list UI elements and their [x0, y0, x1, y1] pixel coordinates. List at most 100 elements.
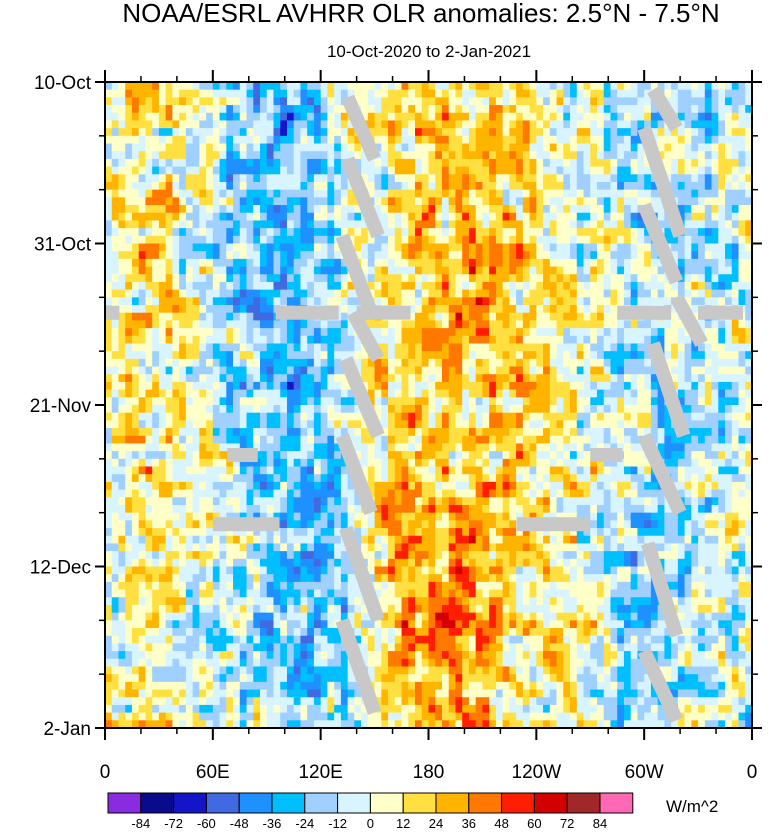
- heatmap-cell: [536, 205, 543, 213]
- heatmap-cell: [442, 305, 449, 313]
- heatmap-cell: [118, 213, 125, 221]
- heatmap-cell: [273, 351, 280, 359]
- heatmap-cell: [610, 205, 617, 213]
- heatmap-cell: [624, 274, 631, 282]
- heatmap-cell: [624, 351, 631, 359]
- heatmap-cell: [429, 190, 436, 198]
- heatmap-cell: [469, 90, 476, 98]
- heatmap-cell: [300, 120, 307, 128]
- heatmap-cell: [287, 459, 294, 467]
- heatmap-cell: [584, 474, 591, 482]
- heatmap-cell: [543, 305, 550, 313]
- heatmap-cell: [644, 97, 651, 105]
- heatmap-cell: [429, 336, 436, 344]
- heatmap-cell: [334, 451, 341, 459]
- heatmap-cell: [166, 236, 173, 244]
- heatmap-cell: [206, 420, 213, 428]
- heatmap-cell: [435, 474, 442, 482]
- heatmap-cell: [604, 213, 611, 221]
- heatmap-cell: [402, 82, 409, 90]
- heatmap-cell: [361, 105, 368, 113]
- heatmap-cell: [247, 97, 254, 105]
- heatmap-cell: [166, 305, 173, 313]
- heatmap-cell: [152, 144, 159, 152]
- heatmap-cell: [267, 428, 274, 436]
- heatmap-cell: [429, 274, 436, 282]
- heatmap-cell: [550, 367, 557, 375]
- heatmap-cell: [307, 290, 314, 298]
- heatmap-cell: [597, 213, 604, 221]
- heatmap-cell: [476, 428, 483, 436]
- heatmap-cell: [685, 459, 692, 467]
- heatmap-cell: [509, 244, 516, 252]
- heatmap-cell: [516, 220, 523, 228]
- heatmap-cell: [610, 151, 617, 159]
- heatmap-cell: [577, 267, 584, 275]
- heatmap-cell: [381, 236, 388, 244]
- heatmap-cell: [152, 213, 159, 221]
- heatmap-cell: [179, 328, 186, 336]
- heatmap-cell: [179, 213, 186, 221]
- heatmap-cell: [166, 182, 173, 190]
- heatmap-cell: [388, 343, 395, 351]
- heatmap-cell: [543, 236, 550, 244]
- heatmap-cell: [199, 436, 206, 444]
- heatmap-cell: [476, 397, 483, 405]
- heatmap-cell: [240, 259, 247, 267]
- heatmap-cell: [240, 105, 247, 113]
- heatmap-cell: [530, 251, 537, 259]
- heatmap-cell: [152, 228, 159, 236]
- heatmap-cell: [260, 144, 267, 152]
- heatmap-cell: [476, 297, 483, 305]
- heatmap-cell: [503, 205, 510, 213]
- heatmap-cell: [570, 151, 577, 159]
- heatmap-cell: [233, 151, 240, 159]
- heatmap-cell: [530, 467, 537, 475]
- heatmap-cell: [543, 82, 550, 90]
- heatmap-cell: [267, 436, 274, 444]
- heatmap-cell: [402, 328, 409, 336]
- heatmap-cell: [166, 267, 173, 275]
- heatmap-cell: [145, 105, 152, 113]
- heatmap-cell: [186, 213, 193, 221]
- heatmap-cell: [206, 351, 213, 359]
- heatmap-cell: [179, 236, 186, 244]
- heatmap-cell: [584, 97, 591, 105]
- heatmap-cell: [233, 374, 240, 382]
- heatmap-cell: [725, 428, 732, 436]
- heatmap-cell: [732, 320, 739, 328]
- heatmap-cell: [563, 274, 570, 282]
- heatmap-cell: [206, 290, 213, 298]
- heatmap-cell: [685, 105, 692, 113]
- heatmap-cell: [132, 267, 139, 275]
- heatmap-cell: [179, 297, 186, 305]
- heatmap-cell: [523, 167, 530, 175]
- heatmap-cell: [166, 420, 173, 428]
- heatmap-cell: [220, 105, 227, 113]
- heatmap-cell: [503, 459, 510, 467]
- heatmap-cell: [125, 251, 132, 259]
- heatmap-cell: [233, 205, 240, 213]
- heatmap-cell: [287, 336, 294, 344]
- heatmap-cell: [300, 128, 307, 136]
- heatmap-cell: [489, 267, 496, 275]
- heatmap-cell: [233, 82, 240, 90]
- heatmap-cell: [712, 128, 719, 136]
- heatmap-cell: [570, 144, 577, 152]
- heatmap-cell: [536, 328, 543, 336]
- heatmap-cell: [327, 336, 334, 344]
- heatmap-cell: [247, 290, 254, 298]
- heatmap-cell: [159, 174, 166, 182]
- heatmap-cell: [590, 174, 597, 182]
- heatmap-cell: [631, 136, 638, 144]
- heatmap-cell: [327, 144, 334, 152]
- heatmap-cell: [253, 120, 260, 128]
- heatmap-cell: [718, 451, 725, 459]
- heatmap-cell: [273, 97, 280, 105]
- heatmap-cell: [375, 374, 382, 382]
- heatmap-cell: [705, 405, 712, 413]
- heatmap-cell: [105, 367, 112, 375]
- heatmap-cell: [375, 197, 382, 205]
- heatmap-cell: [213, 397, 220, 405]
- heatmap-cell: [226, 228, 233, 236]
